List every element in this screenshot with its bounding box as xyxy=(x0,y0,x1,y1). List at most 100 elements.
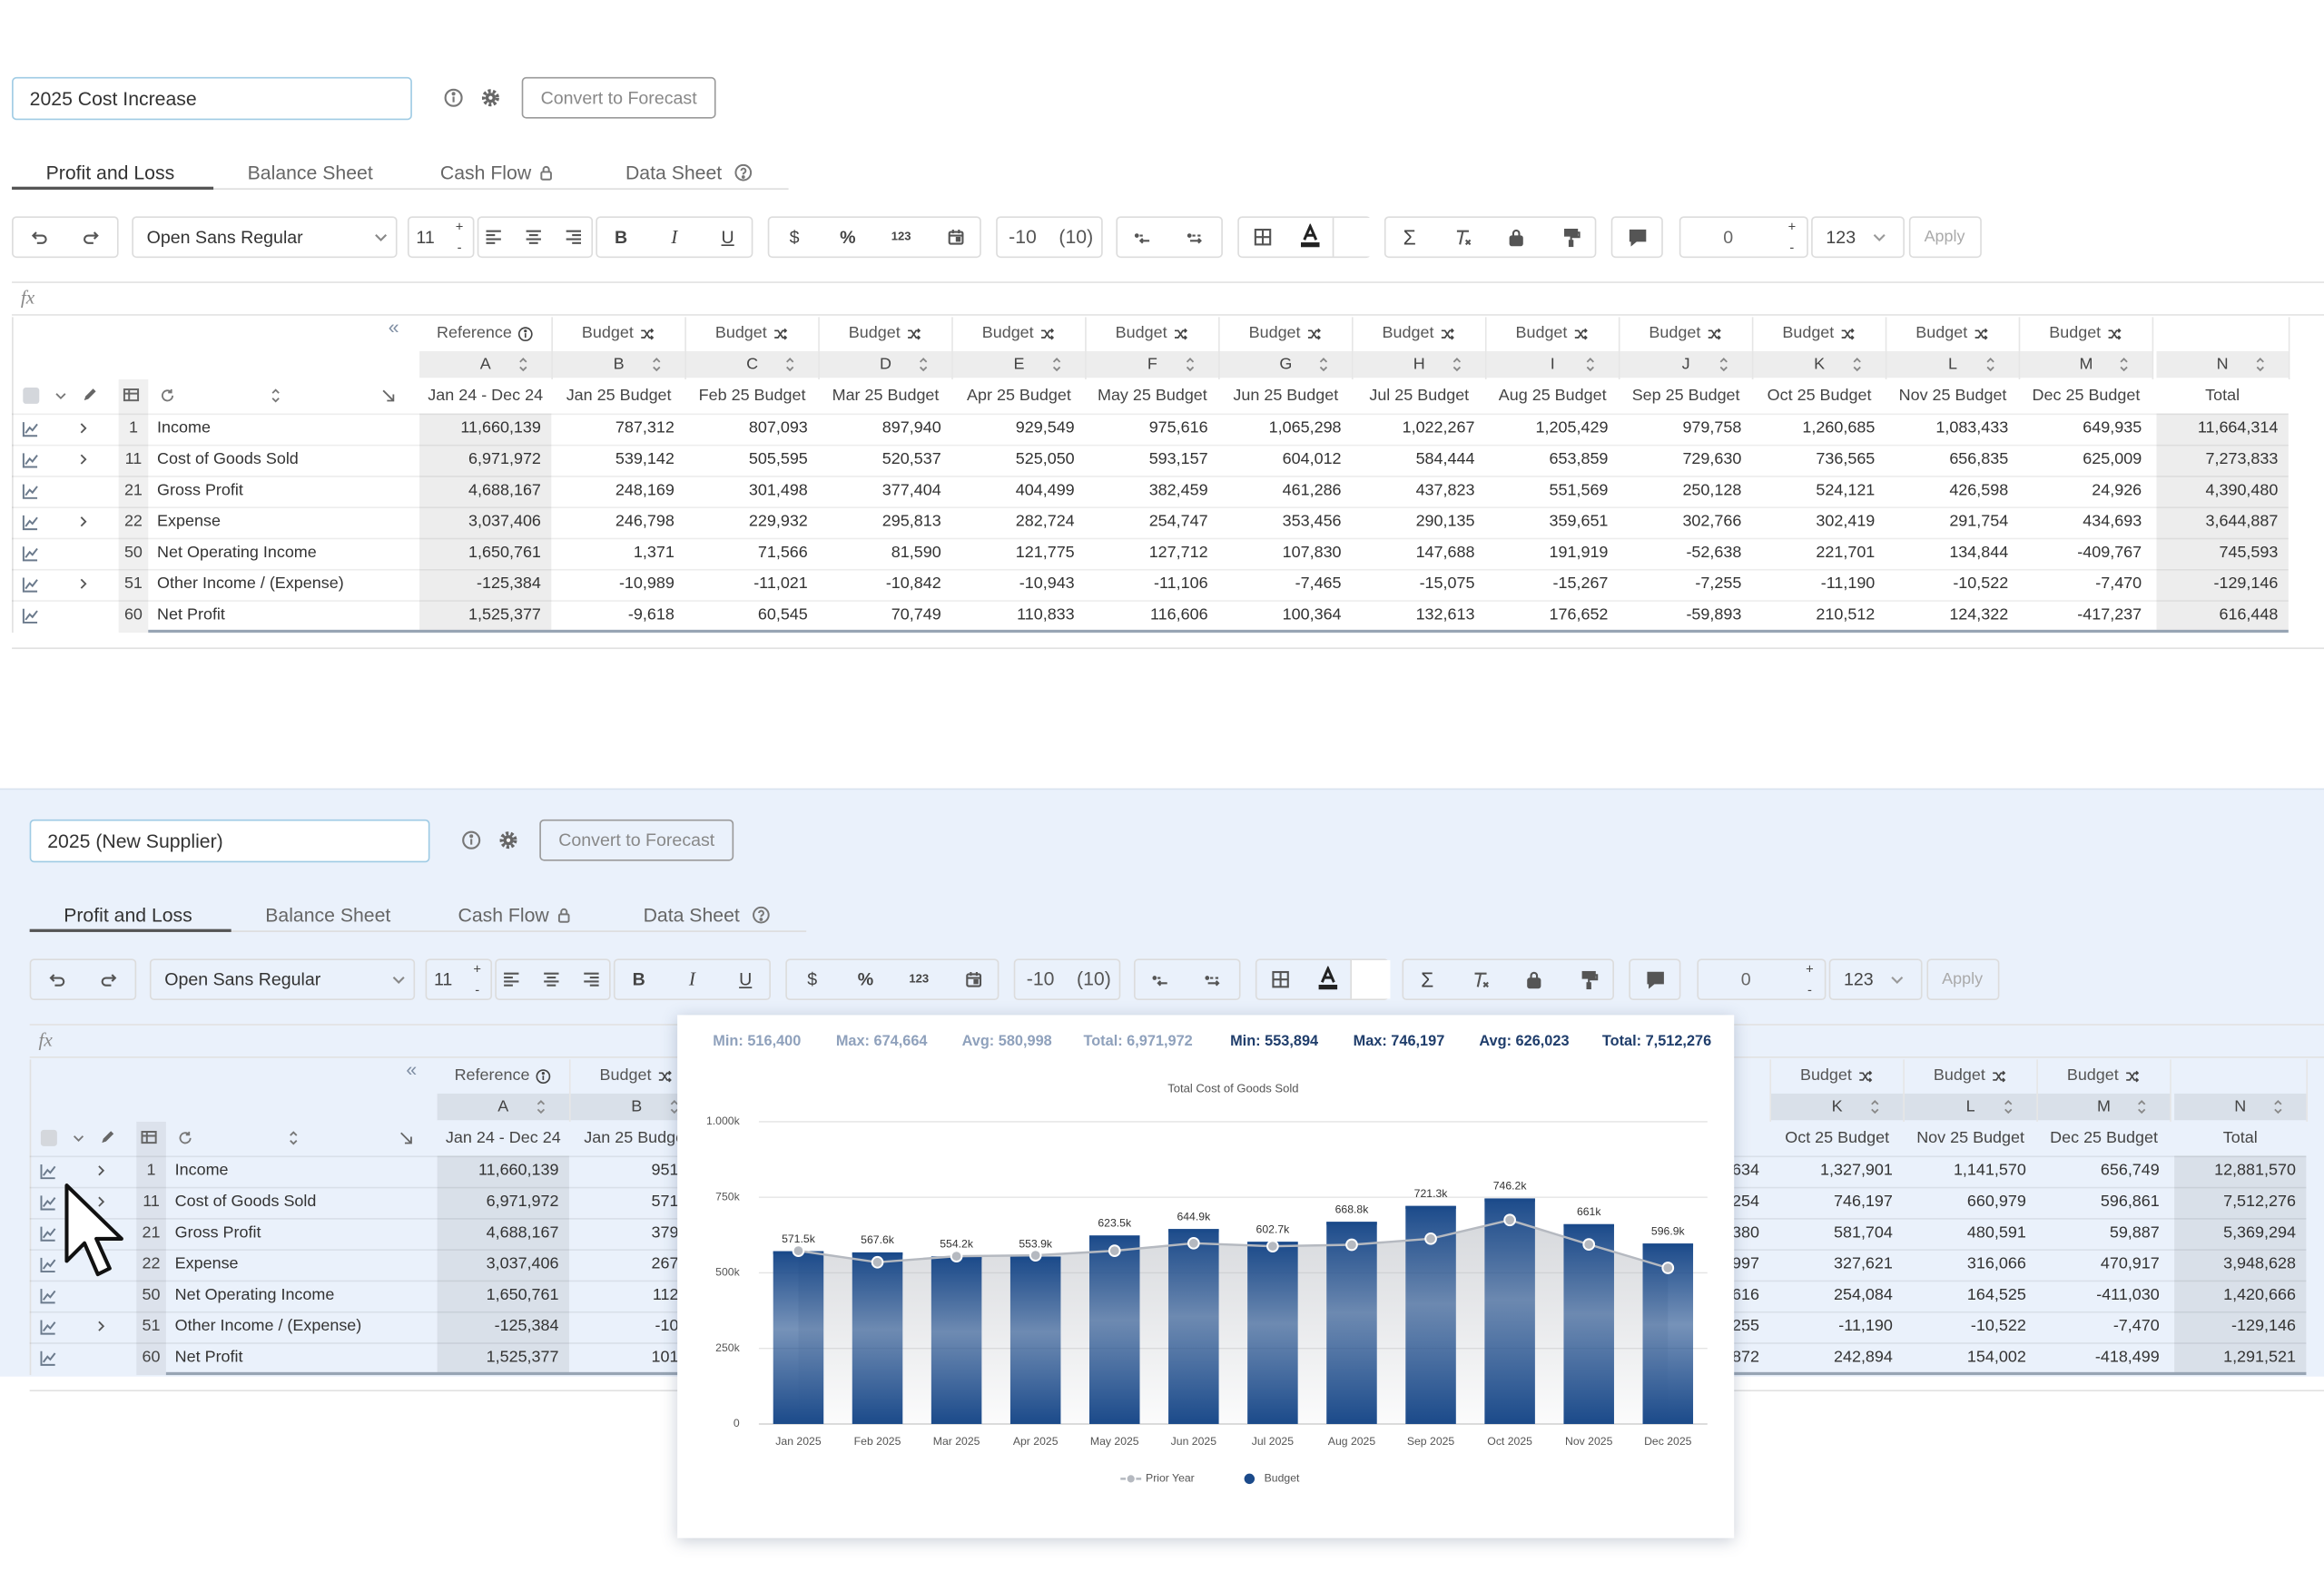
pencil-icon[interactable] xyxy=(98,1127,117,1146)
toolbar-text[interactable]: + xyxy=(1806,961,1814,977)
sort-icon[interactable] xyxy=(1448,356,1466,374)
shuffle-icon[interactable] xyxy=(639,325,655,341)
tab[interactable]: Profit and Loss xyxy=(64,903,192,927)
chart-icon[interactable] xyxy=(38,1349,57,1368)
shuffle-icon[interactable] xyxy=(1974,325,1990,341)
toolbar-text[interactable]: 123 xyxy=(1826,226,1856,248)
diag-icon[interactable] xyxy=(379,387,398,405)
font-select[interactable]: Open Sans Regular xyxy=(146,226,303,248)
tab[interactable]: Cash Flow xyxy=(439,161,532,184)
down-icon[interactable] xyxy=(1886,969,1907,990)
shuffle-icon[interactable] xyxy=(906,325,922,341)
shuffle-icon[interactable] xyxy=(1991,1067,2007,1084)
right-icon[interactable] xyxy=(92,1162,110,1180)
shuffle-icon[interactable] xyxy=(1840,325,1856,341)
shuffle-icon[interactable] xyxy=(657,1067,674,1084)
gear-icon[interactable] xyxy=(480,87,501,108)
toolbar-text[interactable]: U xyxy=(721,226,734,248)
alignR-icon[interactable] xyxy=(563,227,584,248)
chart-icon[interactable] xyxy=(21,544,40,563)
shuffle-icon[interactable] xyxy=(1440,325,1456,341)
shuffle-icon[interactable] xyxy=(1039,325,1056,341)
sort-icon[interactable] xyxy=(914,356,932,374)
sort-icon[interactable] xyxy=(284,1129,302,1147)
table-icon[interactable] xyxy=(122,385,141,404)
shuffle-icon[interactable] xyxy=(1857,1067,1874,1084)
sort-icon[interactable] xyxy=(2251,356,2270,374)
sort-icon[interactable] xyxy=(665,1098,684,1116)
right-icon[interactable] xyxy=(74,419,93,437)
tab[interactable]: Cash Flow xyxy=(458,903,549,927)
sort-icon[interactable] xyxy=(2115,356,2133,374)
sort-icon[interactable] xyxy=(1048,356,1066,374)
toolbar-text[interactable]: + xyxy=(455,219,464,234)
chart-icon[interactable] xyxy=(21,513,40,532)
sort-icon[interactable] xyxy=(1181,356,1199,374)
paint-icon[interactable] xyxy=(1579,969,1600,990)
sort-icon[interactable] xyxy=(1315,356,1333,374)
shuffle-icon[interactable] xyxy=(1173,325,1189,341)
toolbar-text[interactable]: B xyxy=(632,968,645,990)
scenario-name-input[interactable]: 2025 (New Supplier) xyxy=(29,819,430,863)
info-icon[interactable] xyxy=(517,325,534,341)
toolbar-text[interactable]: B xyxy=(614,226,628,248)
info-icon[interactable] xyxy=(443,87,464,108)
diag-icon[interactable] xyxy=(398,1129,416,1147)
toolbar-text[interactable]: U xyxy=(739,968,753,990)
toolbar-text[interactable]: Σ xyxy=(1421,967,1434,992)
info-icon[interactable] xyxy=(536,1067,552,1084)
redo-icon[interactable] xyxy=(99,969,120,990)
alignL-icon[interactable] xyxy=(501,969,522,990)
shuffle-icon[interactable] xyxy=(1573,325,1590,341)
toolbar-text[interactable]: % xyxy=(840,226,856,248)
sort-icon[interactable] xyxy=(1848,356,1866,374)
toolbar-text[interactable]: -10 xyxy=(1026,967,1055,990)
dec1-icon[interactable] xyxy=(1132,227,1153,248)
right-icon[interactable] xyxy=(74,575,93,593)
dec1-icon[interactable] xyxy=(1150,969,1171,990)
shuffle-icon[interactable] xyxy=(1707,325,1723,341)
down-icon[interactable] xyxy=(1869,227,1890,248)
undo-icon[interactable] xyxy=(28,227,49,248)
convert-button[interactable]: Convert to Forecast xyxy=(521,76,716,119)
pencil-icon[interactable] xyxy=(80,385,99,404)
down-icon[interactable] xyxy=(370,227,391,248)
toolbar-text[interactable]: 0 xyxy=(1740,968,1751,990)
toolbar-text[interactable]: $ xyxy=(807,968,818,990)
gear-icon[interactable] xyxy=(498,830,519,850)
toolbar-text[interactable]: - xyxy=(457,240,462,255)
chart-icon[interactable] xyxy=(38,1193,57,1212)
sort-icon[interactable] xyxy=(781,356,799,374)
chart-icon[interactable] xyxy=(21,450,40,469)
toolbar-text[interactable]: I xyxy=(671,225,678,248)
dec2-icon[interactable] xyxy=(1204,969,1225,990)
tab[interactable]: Balance Sheet xyxy=(265,903,391,927)
fontA-icon[interactable] xyxy=(1298,223,1322,248)
tab[interactable]: Balance Sheet xyxy=(247,161,373,184)
sort-icon[interactable] xyxy=(532,1098,550,1116)
refresh-icon[interactable] xyxy=(159,387,177,405)
toolbar-text[interactable]: + xyxy=(1787,219,1797,234)
right-icon[interactable] xyxy=(92,1317,110,1335)
sort-icon[interactable] xyxy=(2270,1098,2288,1116)
toolbar-text[interactable]: 11 xyxy=(433,968,453,990)
alignC-icon[interactable] xyxy=(541,969,562,990)
toolbar-text[interactable]: 0 xyxy=(1723,226,1734,248)
sort-icon[interactable] xyxy=(1581,356,1600,374)
tab[interactable]: Data Sheet xyxy=(625,161,723,184)
chart-icon[interactable] xyxy=(21,419,40,438)
refresh-icon[interactable] xyxy=(176,1129,194,1147)
comment-icon[interactable] xyxy=(1628,227,1649,248)
toolbar-text[interactable]: + xyxy=(473,961,481,977)
collapse-button[interactable]: « xyxy=(388,315,399,339)
grid-icon[interactable] xyxy=(1270,969,1291,990)
chart-icon[interactable] xyxy=(21,575,40,594)
toolbar-text[interactable]: $ xyxy=(789,226,800,248)
collapse-button[interactable]: « xyxy=(406,1057,418,1081)
cal-icon[interactable] xyxy=(946,227,967,248)
info-icon[interactable] xyxy=(461,830,482,850)
redo-icon[interactable] xyxy=(82,227,103,248)
tab[interactable]: Profit and Loss xyxy=(45,161,175,184)
font-select[interactable]: Open Sans Regular xyxy=(164,968,321,990)
toolbar-text[interactable]: (10) xyxy=(1059,225,1094,248)
